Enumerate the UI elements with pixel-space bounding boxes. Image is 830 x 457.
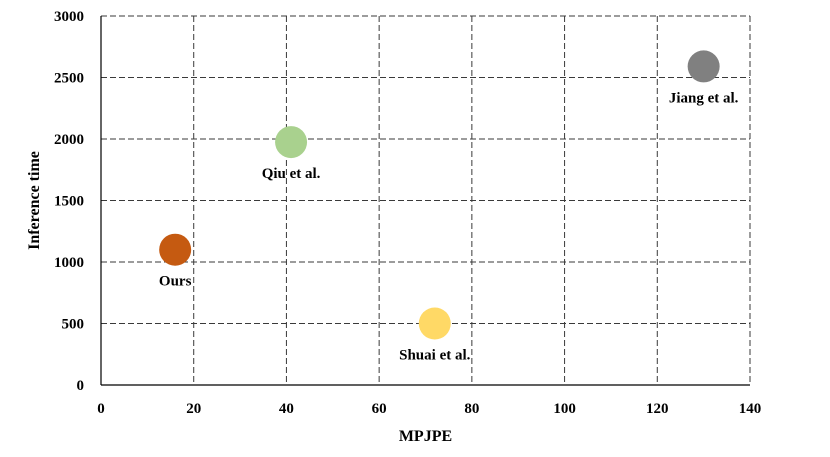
x-tick-label-5: 100 [553,401,576,417]
x-tick-label-2: 40 [279,401,294,417]
tick-labels: 0 20 40 60 80 100 120 140 0 500 1000 1500 2000 2500 30… [54,9,761,417]
y-tick-label-4: 2000 [54,132,84,148]
y-tick-label-2: 1000 [54,255,84,271]
y-tick-label-0: 0 [77,378,85,394]
y-axis-title: Inference time [26,151,43,250]
x-tick-label-6: 120 [646,401,669,417]
y-tick-label-3: 1500 [54,194,84,210]
axis-layer [100,16,750,386]
data-points: Ours Qiu et al. Shuai et al. Jiang et al. [159,50,739,364]
x-tick-label-7: 140 [739,401,762,417]
x-axis-title: MPJPE [399,428,452,445]
point-1 [275,126,308,159]
x-tick-label-3: 60 [372,401,387,417]
point-label-0: Ours [159,274,192,290]
x-tick-label-1: 20 [186,401,201,417]
y-tick-label-1: 500 [62,317,85,333]
point-0 [159,233,192,266]
x-tick-label-4: 80 [464,401,479,417]
point-label-1: Qiu et al. [262,166,321,182]
y-tick-label-6: 3000 [54,9,84,25]
point-3 [687,50,720,83]
x-tick-label-0: 0 [97,401,105,417]
point-label-2: Shuai et al. [399,348,471,364]
y-tick-label-5: 2500 [54,71,84,87]
point-2 [418,307,451,340]
point-label-3: Jiang et al. [669,90,739,106]
